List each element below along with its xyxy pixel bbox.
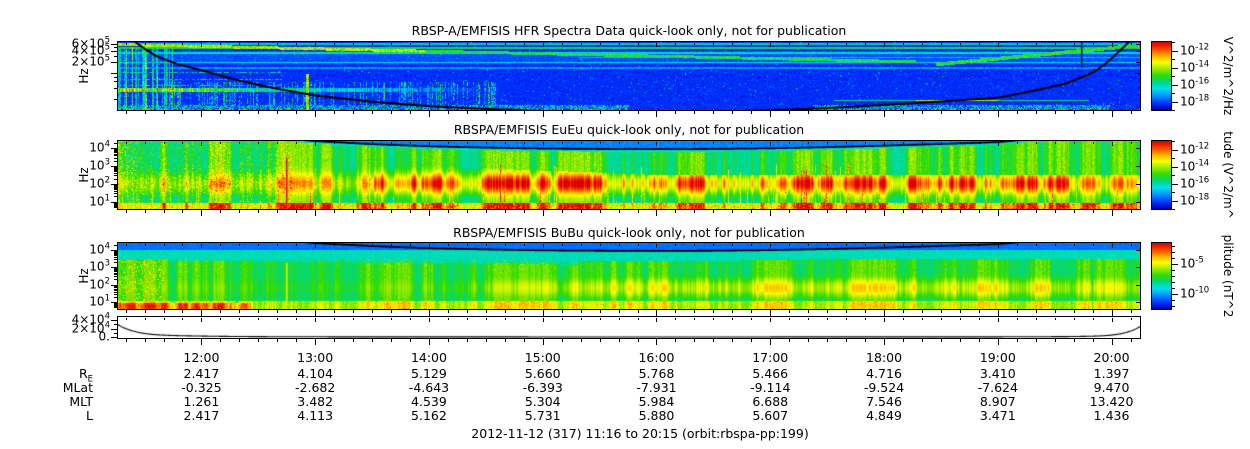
eueu-spectrogram-canvas	[117, 140, 1141, 210]
ephemeris-value: 5.607	[752, 408, 789, 423]
colorbar-tick-label: 10-16	[1180, 76, 1210, 91]
ephemeris-row-label: L	[86, 408, 93, 423]
ephemeris-value: 9.470	[1093, 380, 1130, 395]
y-tick-label: 0.	[98, 329, 110, 344]
ephemeris-value: 5.304	[524, 394, 561, 409]
caption: 2012-11-12 (317) 11:16 to 20:15 (orbit:r…	[471, 426, 809, 441]
ephemeris-value: -9.524	[863, 380, 905, 395]
ephemeris-value: 6.688	[752, 394, 789, 409]
colorbar-1	[1151, 41, 1172, 111]
ephemeris-value: 4.716	[866, 366, 902, 381]
hfr-spectrogram-canvas	[117, 41, 1141, 111]
ephemeris-value: 5.660	[524, 366, 561, 381]
ephemeris-value: 5.984	[638, 394, 675, 409]
y-tick-label: 101	[89, 293, 110, 309]
y-tick-label: 2×104	[71, 320, 110, 335]
ephemeris-value: 1.436	[1093, 408, 1130, 423]
time-tick-label: 13:00	[297, 350, 334, 365]
ephemeris-value: 5.466	[752, 366, 789, 381]
y-tick-label: 102	[89, 175, 110, 191]
y-tick-label: 102	[89, 276, 110, 292]
ephemeris-value: 5.731	[524, 408, 561, 423]
ephemeris-value: 3.471	[979, 408, 1016, 423]
ephemeris-value: 13.420	[1089, 394, 1134, 409]
colorbar-1-unit-label: V^2/m^2/Hz	[1221, 36, 1235, 116]
ephemeris-value: 2.417	[183, 366, 220, 381]
time-tick-label: 15:00	[524, 350, 561, 365]
y-tick-label: 103	[89, 258, 110, 274]
y-tick-label: 4×104	[71, 311, 110, 327]
ephemeris-value: 5.880	[638, 408, 675, 423]
ephemeris-value: 5.162	[411, 408, 447, 423]
ephemeris-value: -7.931	[636, 380, 677, 395]
ephemeris-value: 4.849	[866, 408, 902, 423]
ephemeris-value: 5.768	[638, 366, 675, 381]
time-tick-label: 20:00	[1093, 350, 1130, 365]
colorbar-3	[1151, 242, 1172, 310]
ephemeris-value: -6.393	[522, 380, 563, 395]
colorbar-tick-label: 10-12	[1180, 42, 1210, 57]
time-tick-label: 14:00	[410, 350, 447, 365]
time-tick-label: 16:00	[638, 350, 675, 365]
ephemeris-value: -7.624	[977, 380, 1018, 395]
ephemeris-value: 7.546	[866, 394, 902, 409]
panel3-title: RBSPA/EMFISIS BuBu quick-look only, not …	[453, 225, 805, 240]
ephemeris-value: 3.482	[297, 394, 334, 409]
ephemeris-row-label: RE	[78, 366, 93, 385]
ephemeris-value: -0.325	[181, 380, 222, 395]
ephemeris-row-label: MLT	[69, 394, 93, 409]
colorbar-tick-label: 10-18	[1180, 192, 1210, 207]
colorbar-2	[1151, 140, 1172, 210]
ephemeris-row-label: MLat	[62, 380, 93, 395]
time-tick-label: 19:00	[979, 350, 1016, 365]
colorbar-tick-label: 10-18	[1180, 93, 1210, 108]
ephemeris-value: -4.643	[408, 380, 450, 395]
bfield-line-canvas	[117, 316, 1141, 339]
time-tick-label: 17:00	[752, 350, 789, 365]
ephemeris-value: 8.907	[979, 394, 1016, 409]
y-tick-label: 4×105	[71, 42, 110, 58]
panel2-title: RBSPA/EMFISIS EuEu quick-look only, not …	[453, 122, 805, 137]
ephemeris-value: 1.261	[183, 394, 220, 409]
y-tick-label: 101	[89, 193, 110, 209]
ephemeris-value: -9.114	[750, 380, 791, 395]
colorbar-tick-label: 10-14	[1180, 59, 1210, 74]
ephemeris-value: 1.397	[1093, 366, 1130, 381]
time-tick-label: 18:00	[866, 350, 903, 365]
ephemeris-value: 4.113	[297, 408, 334, 423]
colorbar-tick-label: 10-12	[1180, 141, 1210, 156]
y-axis-label: Hz	[77, 268, 91, 284]
colorbar-2-unit-label: tude (V^2/m^	[1221, 131, 1235, 219]
y-axis-label: Hz	[77, 68, 91, 84]
ephemeris-value: 4.104	[297, 366, 334, 381]
colorbar-tick-label: 10-14	[1180, 158, 1210, 173]
colorbar-3-unit-label: plitude (nT^2	[1221, 234, 1235, 318]
panel1-title: RBSP-A/EMFISIS HFR Spectra Data quick-lo…	[411, 23, 847, 38]
ephemeris-value: 5.129	[411, 366, 447, 381]
colorbar-tick-label: 10-5	[1180, 255, 1204, 271]
y-tick-label: 104	[89, 139, 110, 155]
colorbar-tick-label: 10-16	[1180, 175, 1210, 190]
colorbar-tick-label: 10-10	[1180, 285, 1210, 301]
ephemeris-value: 3.410	[979, 366, 1016, 381]
bubu-spectrogram-canvas	[117, 242, 1141, 310]
y-tick-label: 2×105	[71, 53, 110, 69]
y-tick-label: 103	[89, 157, 110, 173]
y-tick-label: 104	[89, 241, 110, 257]
y-tick-label: 6×105	[71, 35, 110, 51]
ephemeris-value: -2.682	[295, 380, 336, 395]
y-axis-label: Hz	[77, 167, 91, 183]
time-tick-label: 12:00	[183, 350, 220, 365]
ephemeris-value: 2.417	[183, 408, 220, 423]
ephemeris-value: 4.539	[411, 394, 447, 409]
